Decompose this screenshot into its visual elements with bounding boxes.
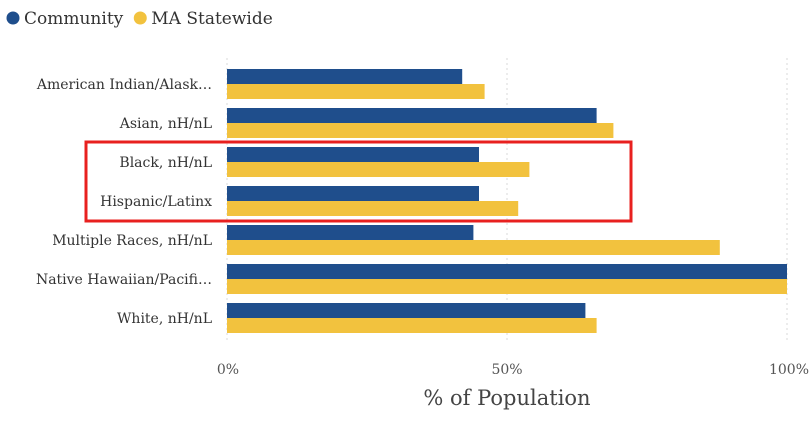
x-tick-label-3: 100% <box>769 362 809 378</box>
bar-1-7 <box>227 303 586 318</box>
bar-2-4 <box>227 201 519 216</box>
x-tick-label-1: 0% <box>217 362 239 378</box>
bar-1-4 <box>227 186 479 201</box>
bar-1-2 <box>227 108 597 123</box>
category-label-7: White, nH/nL <box>117 311 212 327</box>
bar-2-6 <box>227 279 787 294</box>
legend-marker-1 <box>6 11 20 25</box>
bar-2-5 <box>227 240 720 255</box>
category-label-2: Asian, nH/nL <box>119 116 212 132</box>
highlight-box <box>84 140 633 223</box>
x-axis-title: % of Population <box>423 386 590 410</box>
category-label-3: Black, nH/nL <box>119 155 212 171</box>
legend-label-2: MA Statewide <box>151 9 273 29</box>
bar-1-1 <box>227 69 463 84</box>
legend-label-1: Community <box>24 9 124 29</box>
legend-marker-2 <box>133 11 147 25</box>
bar-2-7 <box>227 318 597 333</box>
bar-1-3 <box>227 147 479 162</box>
x-tick-label-2: 50% <box>491 362 522 378</box>
bar-1-6 <box>227 264 787 279</box>
bar-2-3 <box>227 162 530 177</box>
category-label-4: Hispanic/Latinx <box>100 194 212 210</box>
category-label-5: Multiple Races, nH/nL <box>52 233 212 249</box>
bar-2-2 <box>227 123 614 138</box>
category-label-1: American Indian/Alask… <box>36 77 212 93</box>
bar-2-1 <box>227 84 485 99</box>
category-label-6: Native Hawaiian/Pacifi… <box>36 272 212 288</box>
bar-1-5 <box>227 225 474 240</box>
